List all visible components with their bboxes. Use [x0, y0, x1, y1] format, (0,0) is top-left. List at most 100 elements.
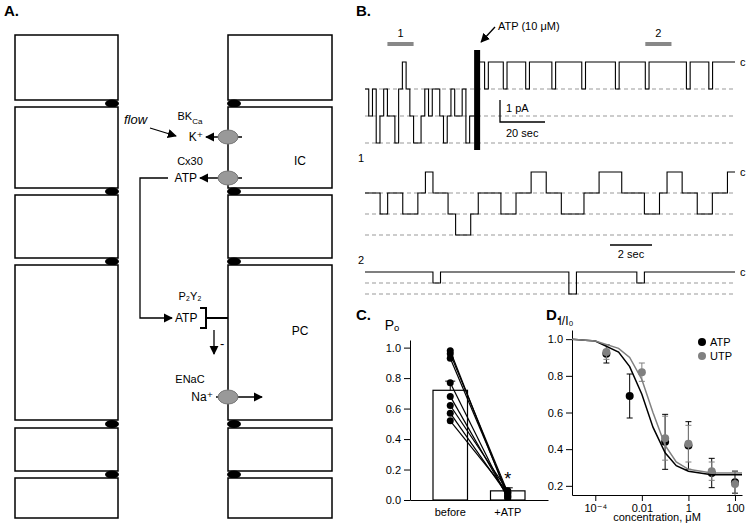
scale-label: 20 sec: [506, 127, 539, 139]
molecule-label: ATP: [175, 171, 197, 185]
segment-label: 2: [655, 27, 661, 39]
level-line: [365, 116, 735, 117]
segment-label: 1: [358, 152, 364, 164]
x-tick: 10⁻⁴: [584, 495, 607, 514]
cell: [15, 195, 118, 258]
y-tick-mark: [566, 486, 572, 487]
data-point: [602, 348, 610, 356]
x-axis-title: concentration, μM: [613, 511, 701, 523]
pair-line: [450, 406, 508, 491]
channel: [218, 390, 238, 404]
segment-2-trace: c: [365, 266, 746, 294]
cell: [15, 107, 118, 188]
cell: [15, 265, 118, 420]
x-tick-label: before: [435, 506, 466, 518]
legend-marker: [698, 338, 706, 346]
y-tick: 0.8: [548, 370, 572, 382]
y-tick-label: 0.8: [548, 370, 563, 382]
y-axis-title: I/I₀: [559, 314, 574, 328]
application-arrow: [481, 27, 495, 42]
pair-line: [450, 396, 508, 497]
pair-line: [450, 421, 508, 493]
y-tick-label: 1.0: [548, 333, 563, 345]
molecule-label: ATP: [175, 311, 197, 325]
pair-line: [450, 383, 508, 499]
cell: [228, 195, 332, 258]
y-tick-label: 0.4: [386, 433, 401, 445]
diagram: BKCaflowK⁺ICCx30ATPP₂Y₂ATP-PCENaCNa⁺: [15, 35, 332, 518]
traces: cccATP (10 μM)12121 pA20 sec2 sec: [358, 20, 746, 294]
y-tick-label: 0.6: [386, 403, 401, 415]
x-axis-line: [573, 495, 743, 496]
y-tick-mark: [404, 348, 410, 349]
y-tick-mark: [404, 409, 410, 410]
cell-point: [447, 402, 454, 409]
segment-window: [387, 42, 413, 46]
channel-label-sub: Ca: [192, 117, 203, 126]
scale-bar: [610, 244, 652, 245]
y-axis-title: Pₒ: [385, 317, 400, 333]
closed-label: c: [740, 266, 746, 278]
scale-bar: [500, 100, 545, 122]
error-cap: [709, 462, 715, 463]
y-tick-mark: [404, 500, 410, 501]
y-tick: 0.6: [386, 403, 410, 415]
receptor: [200, 308, 228, 328]
y-axis-line: [572, 331, 573, 496]
y-axis: 0.00.20.40.60.81.0: [386, 341, 411, 507]
panel-label: C.: [356, 306, 371, 323]
error-cap: [685, 421, 691, 422]
cell: [228, 478, 332, 518]
x-tick-mark: [595, 495, 596, 501]
cell: [15, 478, 118, 518]
channel: [218, 130, 238, 144]
y-tick: 0.2: [386, 464, 410, 476]
channel-label-main: BK: [178, 110, 193, 122]
segment-label: 2: [358, 254, 364, 266]
y-tick-label: 0.2: [386, 464, 401, 476]
y-tick-label: 0.2: [548, 480, 563, 492]
cell: [228, 107, 332, 188]
cell-point: [447, 393, 454, 400]
current-trace: [365, 172, 735, 235]
error-bar: [685, 425, 691, 462]
flow-label: flow: [124, 112, 149, 127]
fit-line: [572, 339, 742, 473]
chart-d: 0.20.40.60.81.010⁻⁴0.011100I/I₀concentra…: [548, 314, 745, 523]
significance-mark: *: [504, 469, 511, 489]
closed-label: c: [740, 56, 746, 68]
cell: [15, 35, 118, 100]
x-tick: +ATP: [494, 506, 521, 518]
error-cap: [709, 487, 715, 488]
ion-label: K⁺: [189, 130, 203, 144]
level-line: [365, 89, 735, 90]
application-label: ATP (10 μM): [498, 20, 560, 32]
error-cap: [627, 418, 633, 419]
receptor-label: P₂Y₂: [178, 290, 201, 302]
plot-area: [572, 339, 742, 495]
error-bar: [685, 422, 691, 470]
data-point: [731, 480, 739, 488]
level-line: [365, 235, 735, 236]
panel-label: A.: [4, 2, 19, 19]
y-tick-label: 0.4: [548, 443, 563, 455]
y-tick-mark: [404, 439, 410, 440]
cell: [228, 35, 332, 100]
error-cap: [603, 359, 609, 360]
segment-label: 1: [397, 27, 403, 39]
cell-point: [447, 410, 454, 417]
y-tick: 0.2: [548, 480, 572, 492]
cell: [228, 428, 332, 471]
closed-label: c: [740, 166, 746, 178]
fit-line: [572, 339, 742, 475]
error-cap: [639, 363, 645, 364]
cell: [15, 428, 118, 471]
cell-type-label: PC: [292, 324, 309, 338]
scale-label: 1 pA: [506, 102, 529, 114]
y-tick-label: 0.0: [386, 494, 401, 506]
y-tick-mark: [566, 376, 572, 377]
overview-trace: c: [365, 56, 746, 143]
y-axis: 0.20.40.60.81.0: [548, 331, 573, 496]
error-cap: [662, 460, 668, 461]
data-point: [626, 392, 634, 400]
